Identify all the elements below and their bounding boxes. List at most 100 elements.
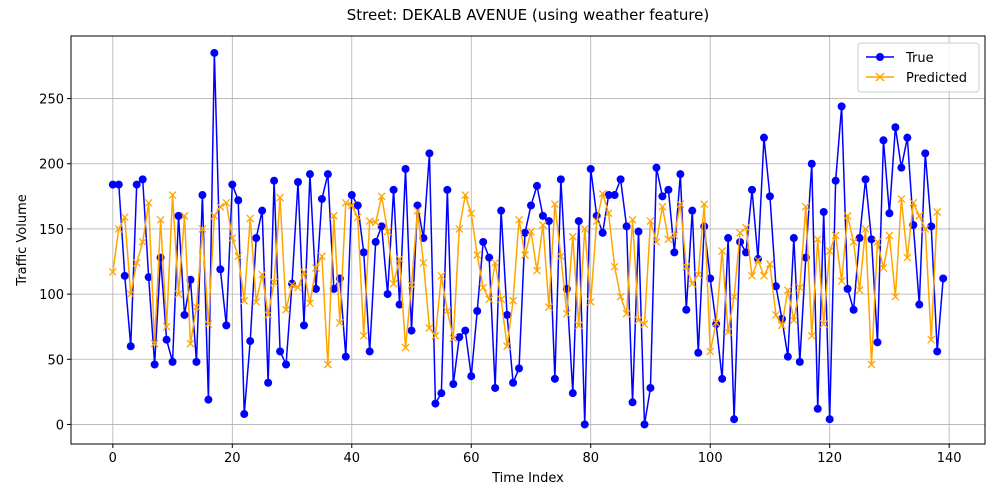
data-point <box>150 360 159 369</box>
data-point <box>568 389 577 398</box>
data-point <box>759 133 768 142</box>
data-point <box>246 337 255 346</box>
data-point <box>849 305 858 314</box>
data-point <box>347 201 356 210</box>
legend-box <box>857 42 980 93</box>
data-point <box>622 222 631 231</box>
series-true <box>108 48 948 429</box>
data-point <box>461 191 470 199</box>
data-point <box>873 338 882 347</box>
data-point <box>222 321 231 330</box>
data-point <box>162 322 171 331</box>
data-point <box>192 303 201 312</box>
y-tick-label: 0 <box>56 418 64 433</box>
data-point <box>383 227 392 236</box>
data-point <box>479 283 488 292</box>
data-point <box>228 234 237 243</box>
data-point <box>556 252 565 261</box>
data-point <box>234 252 243 261</box>
data-point <box>658 202 667 211</box>
data-point <box>216 265 225 274</box>
data-point <box>604 191 613 200</box>
data-point <box>174 211 183 220</box>
data-point <box>497 206 506 215</box>
data-point <box>628 215 637 224</box>
data-point <box>921 149 930 158</box>
data-point <box>885 209 894 218</box>
data-point <box>515 364 524 373</box>
data-point <box>413 201 422 210</box>
data-point <box>819 320 828 329</box>
data-point <box>855 234 864 243</box>
data-point <box>789 316 798 325</box>
data-point <box>341 198 350 207</box>
data-point <box>437 271 446 280</box>
data-point <box>718 374 727 383</box>
data-point <box>664 185 673 194</box>
data-point <box>538 211 547 220</box>
data-point <box>276 347 285 356</box>
data-point <box>544 217 553 226</box>
y-tick-label: 200 <box>39 158 64 173</box>
data-point <box>652 237 661 246</box>
data-point <box>718 247 727 256</box>
data-point <box>670 231 679 240</box>
y-tick-label: 50 <box>47 353 64 368</box>
data-point <box>879 136 888 145</box>
data-point <box>479 237 488 246</box>
x-tick-label: 20 <box>224 451 241 466</box>
data-point <box>748 185 757 194</box>
data-point <box>580 420 589 429</box>
data-point <box>527 227 535 236</box>
data-point <box>634 227 643 236</box>
data-point <box>300 267 308 276</box>
data-point <box>640 420 649 429</box>
data-point <box>509 378 518 387</box>
data-point <box>270 176 279 185</box>
data-point <box>598 228 607 237</box>
data-point <box>168 191 177 199</box>
data-point <box>437 389 446 398</box>
data-point <box>664 235 673 244</box>
data-point <box>389 185 398 194</box>
data-point <box>765 260 774 269</box>
data-point <box>532 181 541 190</box>
data-point <box>819 207 828 216</box>
data-point <box>724 234 733 243</box>
data-point <box>598 189 607 198</box>
data-point <box>443 307 452 316</box>
legend-true-label: True <box>905 51 934 66</box>
data-point <box>825 415 834 424</box>
data-point <box>813 235 822 244</box>
data-point <box>616 175 625 184</box>
data-point <box>700 200 709 209</box>
data-point <box>138 237 147 246</box>
x-axis: 0 20 40 60 80 100 120 140 <box>109 444 962 466</box>
data-point <box>825 247 834 256</box>
data-point <box>771 282 780 291</box>
data-point <box>652 163 661 172</box>
data-point <box>455 333 464 342</box>
data-point <box>526 201 535 210</box>
data-point <box>706 347 715 356</box>
data-point <box>658 192 667 201</box>
data-point <box>562 309 571 318</box>
data-point <box>604 209 613 218</box>
chart-title: Street: DEKALB AVENUE (using weather fea… <box>347 6 710 24</box>
data-point <box>646 217 655 226</box>
data-point <box>891 123 900 132</box>
data-point <box>240 296 249 305</box>
data-point <box>425 149 434 158</box>
plot-frame <box>70 35 986 445</box>
data-point <box>431 399 440 408</box>
data-point <box>443 185 452 194</box>
data-point <box>126 290 135 299</box>
data-point <box>706 274 715 283</box>
data-point <box>682 305 691 314</box>
data-point <box>252 234 261 243</box>
series-predicted <box>108 189 942 369</box>
legend-predicted-marker <box>875 72 885 82</box>
data-point <box>473 307 482 316</box>
data-point <box>754 256 762 265</box>
y-tick-label: 250 <box>39 93 64 108</box>
